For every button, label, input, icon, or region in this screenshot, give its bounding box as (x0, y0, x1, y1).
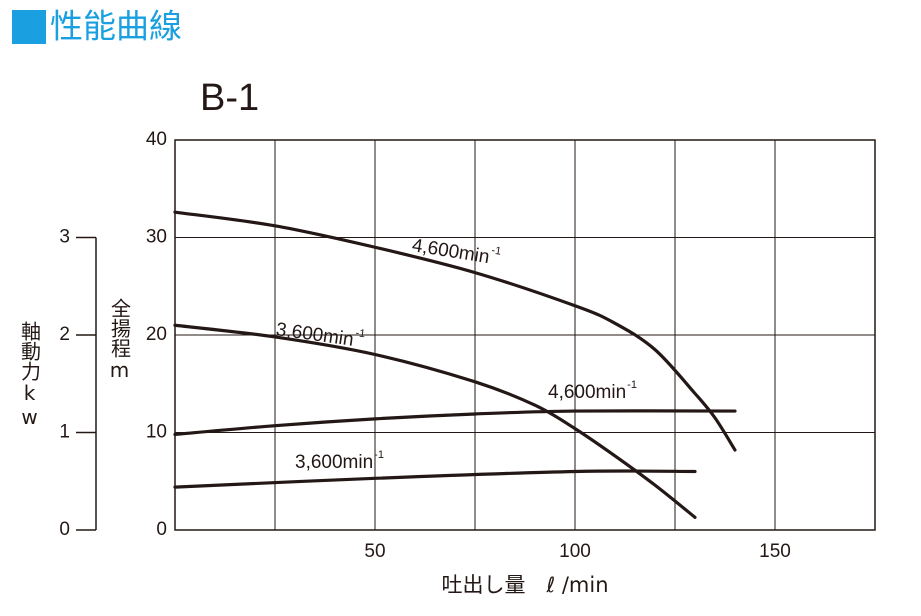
curve-label: 3,600min -1 (295, 449, 384, 473)
x-tick-label: 150 (759, 541, 791, 562)
curve-label: 4,600min -1 (548, 379, 637, 403)
curve-label: 3,600min -1 (275, 319, 366, 351)
curve-exponent: -1 (374, 449, 384, 461)
y2-tick-label: 0 (59, 519, 70, 540)
curve (173, 409, 737, 437)
curve (173, 210, 737, 452)
y-tick-label: 10 (146, 422, 167, 443)
curve (173, 323, 697, 519)
chart-title: B-1 (200, 77, 259, 119)
curve-name: 3,600min (275, 319, 355, 351)
title-square (12, 10, 46, 44)
y-tick-label: 20 (146, 324, 167, 345)
curve-name: 3,600min (295, 452, 373, 473)
x-tick-label: 50 (364, 541, 385, 562)
y2-tick-label: 2 (59, 324, 70, 345)
y2-tick-label: 1 (59, 422, 70, 443)
y-tick-label: 40 (146, 129, 167, 150)
x-tick-label: 100 (559, 541, 591, 562)
curve-name: 4,600min (548, 382, 626, 403)
curve (173, 469, 697, 489)
y2-axis-label: 軸動力kw (18, 321, 42, 429)
y-tick-label: 30 (146, 227, 167, 248)
curve-exponent: -1 (355, 327, 366, 340)
x-axis-label: 吐出し量 ℓ /min (441, 573, 608, 597)
page-title: 性能曲線 (50, 7, 182, 46)
curve-name: 4,600min (410, 235, 490, 268)
curve-exponent: -1 (627, 379, 637, 391)
y-axis-label: 全揚程m (108, 298, 132, 382)
curve-exponent: -1 (491, 244, 503, 257)
y-tick-label: 0 (156, 519, 167, 540)
y2-tick-label: 3 (59, 227, 70, 248)
